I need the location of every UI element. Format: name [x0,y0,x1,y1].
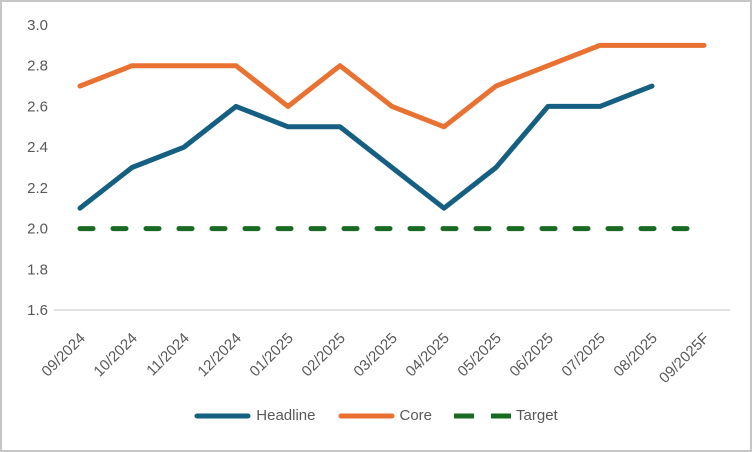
chart-legend: Headline Core Target [2,408,750,423]
x-axis-label: 01/2025 [246,330,296,380]
y-axis-tick-label: 2.6 [27,98,48,115]
legend-label-core: Core [399,407,433,424]
x-axis-label: 06/2025 [506,330,556,380]
x-axis-label: 07/2025 [558,330,608,380]
x-axis-label: 05/2025 [454,330,504,380]
x-axis-label: 09/2024 [38,330,88,380]
y-axis-tick-label: 2.8 [27,58,48,75]
legend-item-core[interactable]: Core [338,407,433,424]
legend-item-target[interactable]: Target [454,408,558,423]
x-axis-label: 11/2024 [143,330,193,380]
legend-item-headline[interactable]: Headline [194,407,316,424]
y-axis-tick-label: 2.4 [27,139,48,156]
x-axis-label: 12/2024 [194,330,244,380]
y-axis-tick-label: 1.8 [27,261,48,278]
legend-line-swatch-headline [194,413,251,418]
y-axis-tick-label: 2.2 [27,180,48,197]
legend-line-swatch-target [454,413,512,418]
x-axis-label: 04/2025 [402,330,452,380]
x-axis-label: 09/2025F [656,330,713,387]
legend-label-headline: Headline [256,407,316,424]
legend-line-swatch-core [338,413,394,418]
y-axis-tick-label: 2.0 [27,221,48,238]
plot-area: 1.6 1.8 2.0 2.2 2.4 2.6 2.8 3.0 09/2024 10/2024 11… [27,17,730,387]
x-axis-label: 10/2024 [90,330,140,380]
series-line-headline [77,83,655,211]
x-axis-label: 03/2025 [350,330,400,380]
x-axis-label: 08/2025 [610,330,660,380]
y-axis-tick-label: 3.0 [27,17,48,34]
legend-label-target: Target [516,407,558,424]
y-axis-tick-label: 1.6 [27,302,48,319]
series-line-core [77,42,707,130]
x-axis-label: 02/2025 [298,330,348,380]
